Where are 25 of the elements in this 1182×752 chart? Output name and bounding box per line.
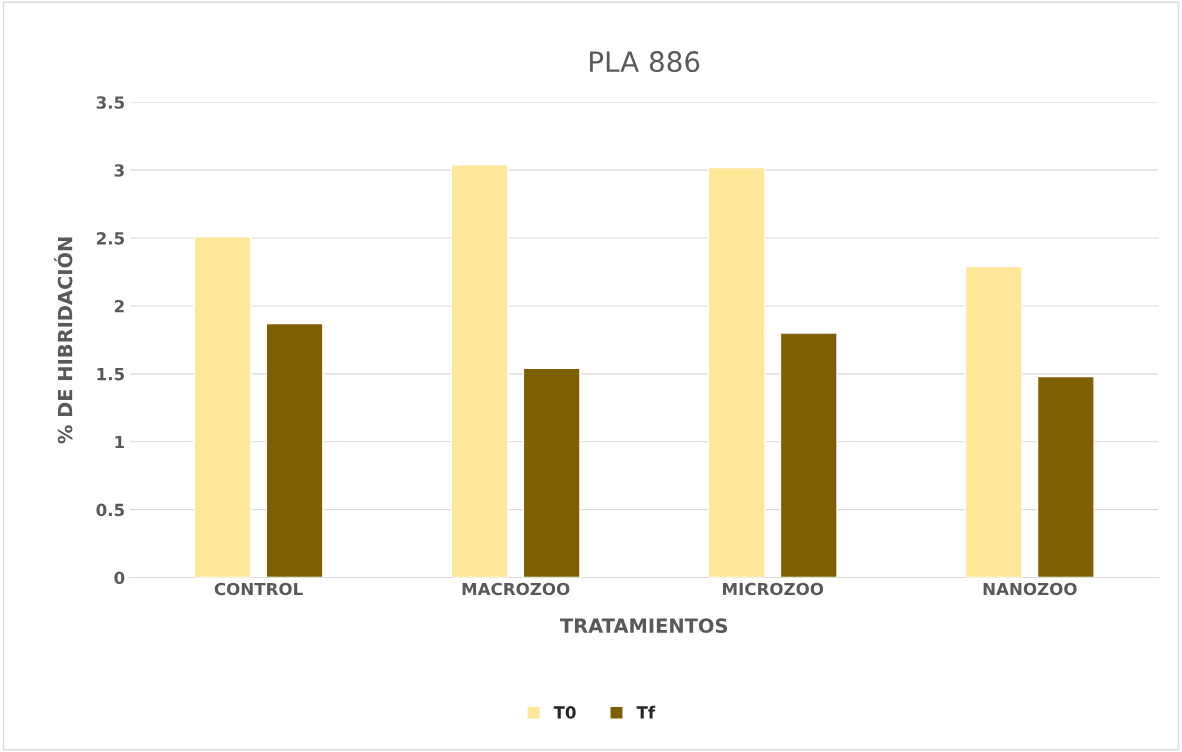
y-axis-title: % DE HIBRIDACIÓN <box>54 237 73 444</box>
bar <box>265 322 324 578</box>
y-tick-label: 0.5 <box>96 503 124 517</box>
chart-title: PLA 886 <box>590 51 700 73</box>
x-tick-label: NANOZOO <box>983 582 1077 596</box>
y-tick-label: 2 <box>114 299 124 313</box>
y-tick-label: 1.5 <box>97 368 124 381</box>
y-tick-label: 3.5 <box>96 96 124 109</box>
bar <box>193 236 252 578</box>
bar <box>1036 375 1095 578</box>
bar <box>707 166 766 578</box>
bar <box>964 265 1023 578</box>
legend-label: Tf <box>636 705 656 719</box>
bar <box>522 367 581 578</box>
legend-label: T0 <box>553 706 576 719</box>
x-tick-label: MACROZOO <box>462 582 570 596</box>
x-axis-title: TRATAMIENTOS <box>560 618 728 634</box>
x-tick-label: CONTROL <box>214 582 303 596</box>
y-tick-label: 2.5 <box>96 232 124 245</box>
y-tick-label: 3 <box>114 164 124 177</box>
y-tick-label: 0 <box>114 571 125 585</box>
bar <box>450 164 509 578</box>
x-tick-label: MICROZOO <box>723 582 824 596</box>
bar <box>779 332 838 578</box>
y-tick-label: 1 <box>115 435 125 449</box>
